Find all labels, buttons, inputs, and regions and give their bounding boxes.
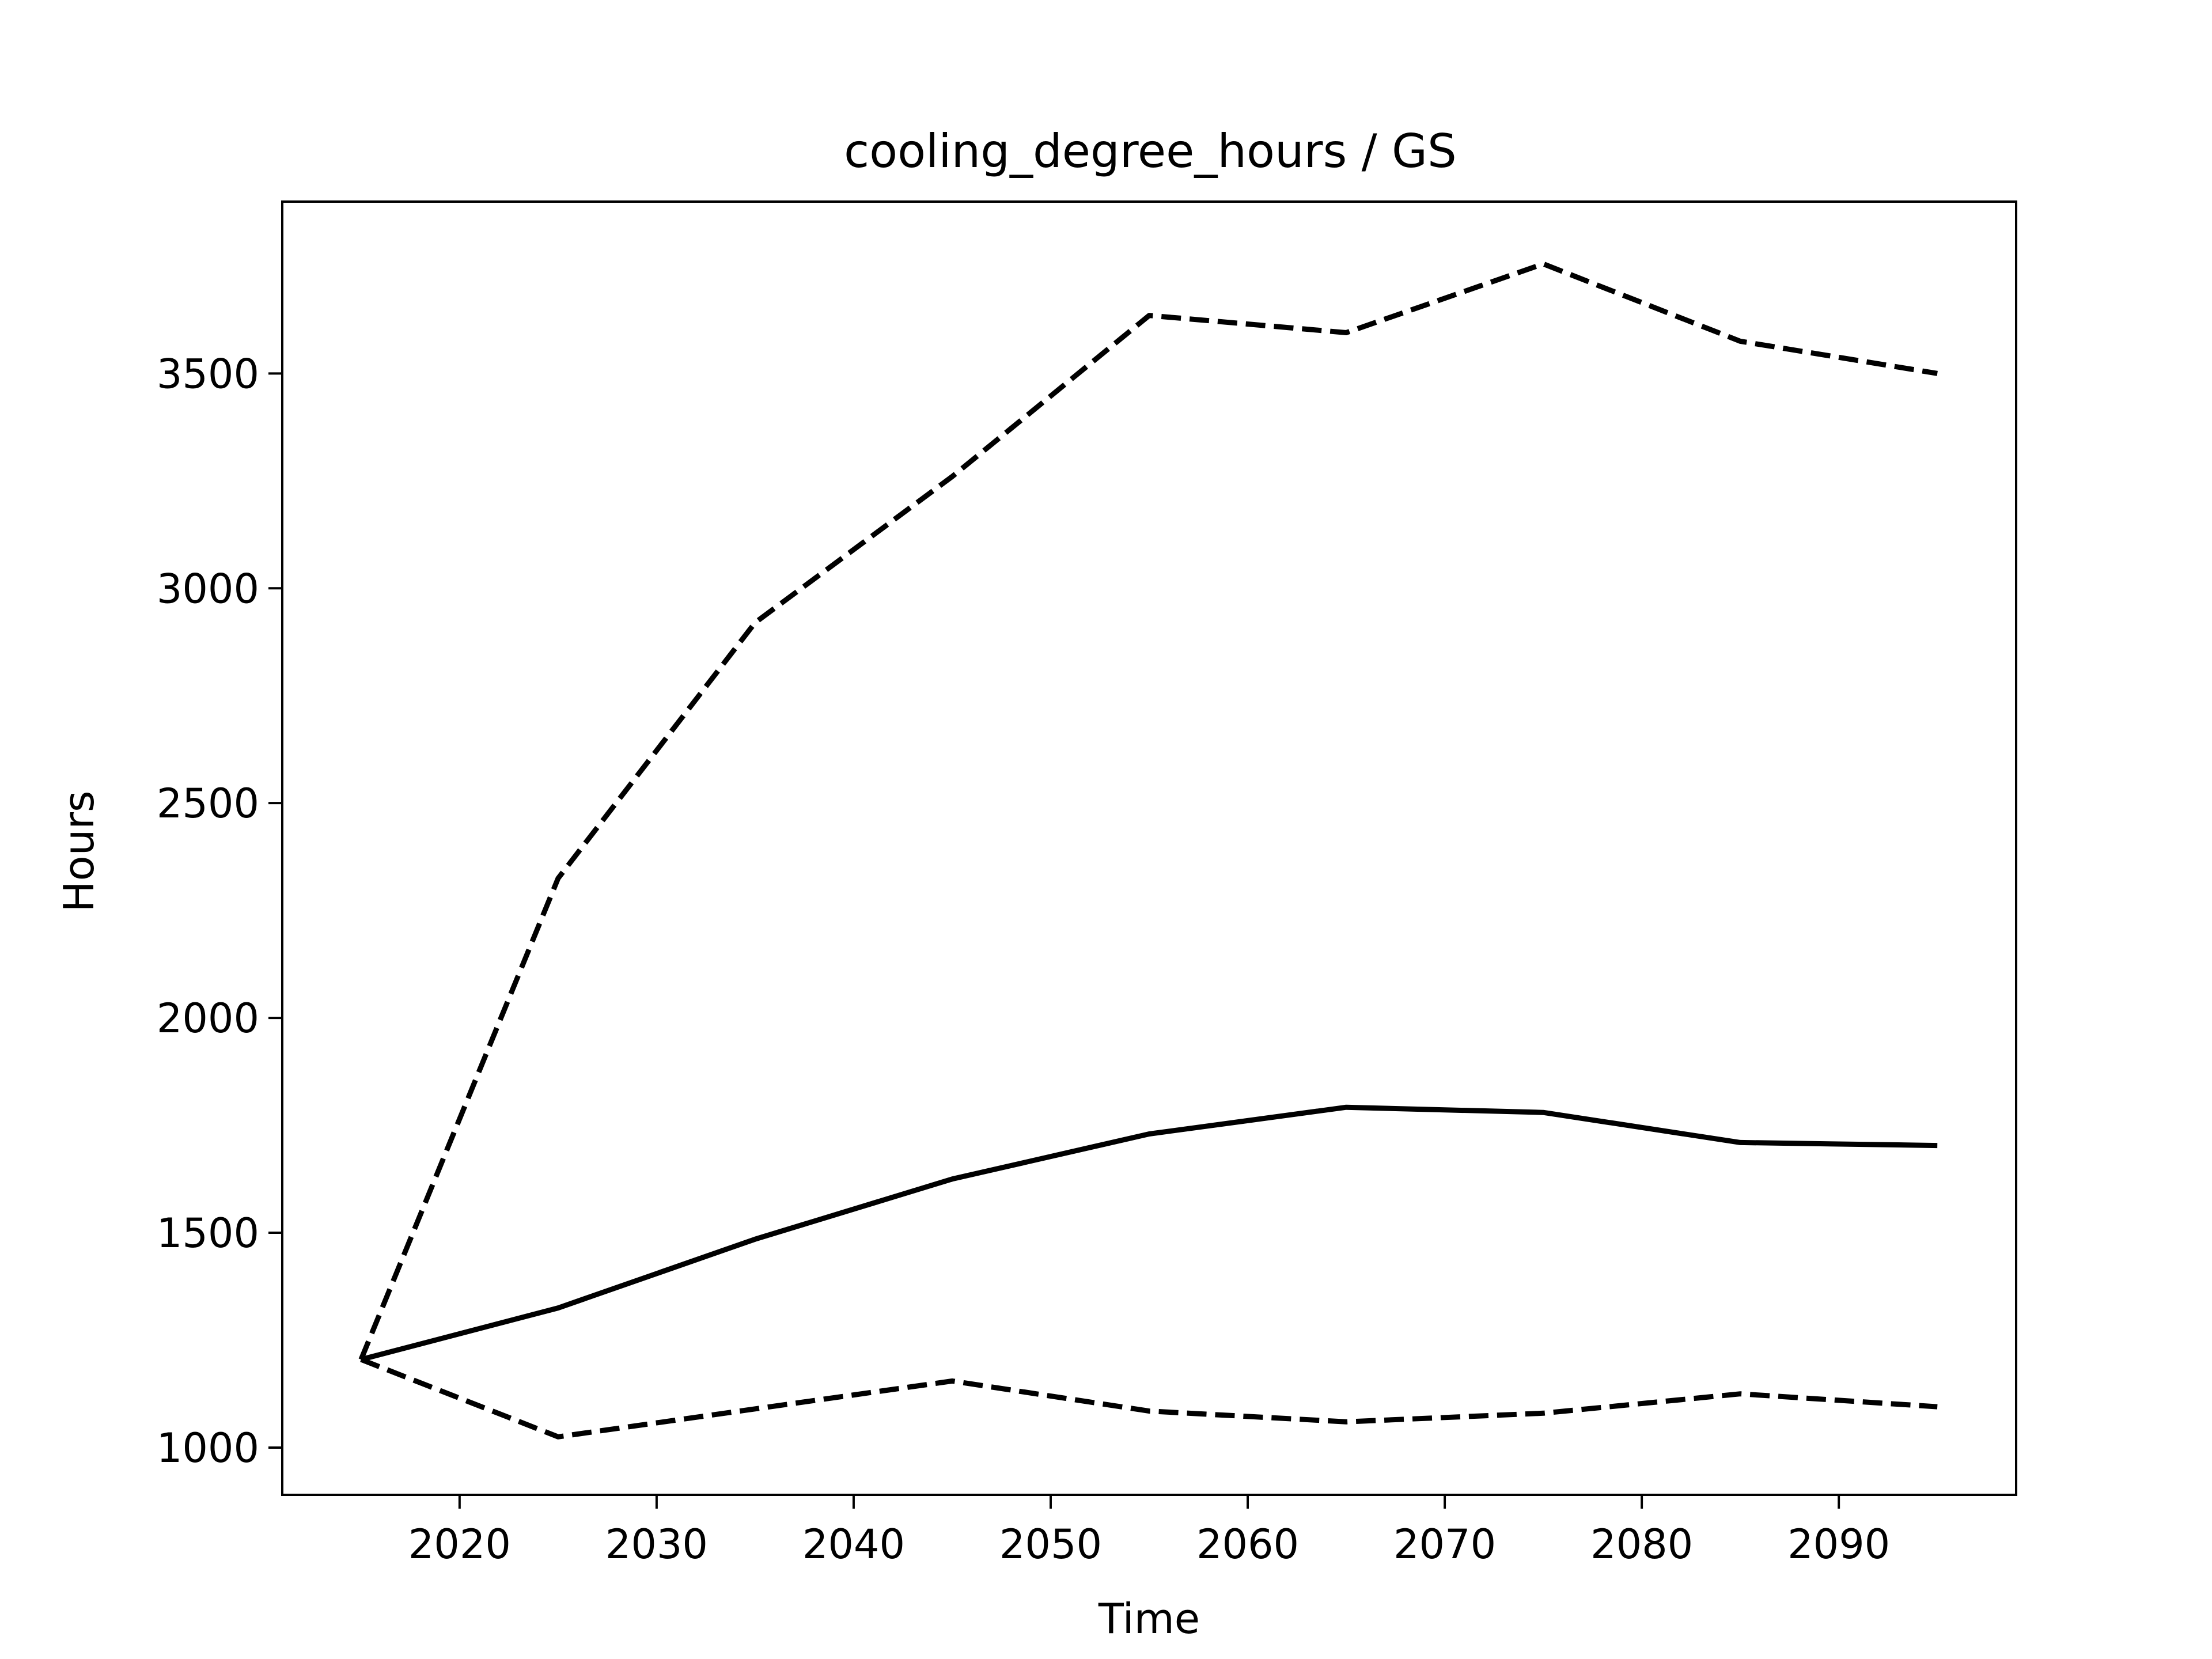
- x-tick-label: 2030: [605, 1521, 708, 1568]
- y-tick-label: 3000: [157, 565, 259, 612]
- x-tick-label: 2070: [1393, 1521, 1496, 1568]
- y-tick-label: 1500: [157, 1210, 259, 1257]
- y-tick-label: 2500: [157, 780, 259, 827]
- chart-title: cooling_degree_hours / GS: [844, 124, 1457, 178]
- y-axis-ticks: 1000 1500 2000 2500 3000 3500: [157, 350, 282, 1472]
- x-axis-label: Time: [1098, 1594, 1200, 1643]
- x-tick-label: 2040: [802, 1521, 905, 1568]
- series-line-1: [360, 1104, 1938, 1362]
- y-tick-label: 3500: [157, 350, 259, 397]
- series-line-3: [360, 1357, 1938, 1440]
- y-tick-label: 1000: [157, 1425, 259, 1472]
- x-tick-label: 2090: [1787, 1521, 1890, 1568]
- x-tick-label: 2020: [408, 1521, 511, 1568]
- x-tick-label: 2060: [1196, 1521, 1299, 1568]
- y-axis-label: Hours: [55, 791, 103, 912]
- series-line-2: [358, 261, 1938, 1361]
- plot-lines: [358, 261, 1938, 1440]
- x-axis-ticks: 2020 2030 2040 2050 2060 2070 2080 2090: [408, 1495, 1890, 1568]
- y-tick-label: 2000: [157, 995, 259, 1042]
- x-tick-label: 2080: [1590, 1521, 1693, 1568]
- plot-frame: [281, 200, 2017, 1496]
- x-tick-label: 2050: [999, 1521, 1102, 1568]
